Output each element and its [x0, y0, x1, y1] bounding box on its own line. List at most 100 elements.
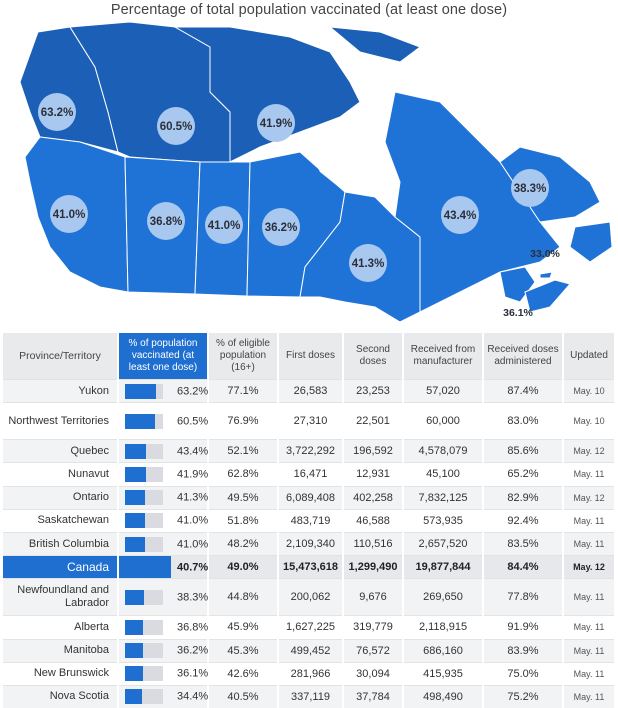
cell-received: 45,100 — [403, 463, 483, 486]
cell-first-doses: 6,089,408 — [278, 486, 343, 509]
pct-bar-track — [125, 513, 163, 528]
label-new-brunswick: 36.1% — [503, 307, 533, 319]
cell-administered: 85.6% — [483, 440, 563, 463]
cell-eligible: 44.8% — [208, 579, 278, 616]
cell-first-doses: 27,310 — [278, 403, 343, 440]
pct-bar-fill — [125, 689, 142, 704]
cell-second-doses: 76,572 — [343, 639, 403, 662]
cell-received: 57,020 — [403, 380, 483, 403]
pct-value: 60.5% — [177, 415, 208, 427]
cell-received: 269,650 — [403, 579, 483, 616]
cell-updated: May. 11 — [563, 662, 615, 685]
col-header-pct: % of population vaccinated (at least one… — [118, 333, 208, 380]
cell-second-doses: 319,779 — [343, 616, 403, 639]
cell-received: 415,935 — [403, 662, 483, 685]
pct-bar-fill — [125, 620, 143, 635]
cell-second-doses: 12,931 — [343, 463, 403, 486]
bubble-label-northwest-territories: 60.5% — [160, 121, 193, 133]
cell-received: 7,832,125 — [403, 486, 483, 509]
region-pei — [540, 272, 552, 278]
canada-map: 63.2%60.5%41.9%41.0%36.8%41.0%36.2%41.3%… — [0, 22, 618, 326]
cell-pct: 60.5% — [118, 403, 208, 440]
cell-received: 573,935 — [403, 509, 483, 532]
pct-value: 36.2% — [177, 645, 208, 657]
cell-first-doses: 200,062 — [278, 579, 343, 616]
cell-eligible: 77.1% — [208, 380, 278, 403]
cell-eligible: 51.8% — [208, 509, 278, 532]
cell-eligible: 49.0% — [208, 556, 278, 579]
pct-value: 36.8% — [177, 621, 208, 633]
cell-first-doses: 281,966 — [278, 662, 343, 685]
cell-second-doses: 196,592 — [343, 440, 403, 463]
pct-bar-track — [125, 643, 163, 658]
col-header-received: Received from manufacturer — [403, 333, 483, 380]
bubble-label-quebec: 43.4% — [444, 210, 477, 222]
cell-eligible: 76.9% — [208, 403, 278, 440]
cell-province: Northwest Territories — [3, 403, 118, 440]
cell-eligible: 45.3% — [208, 639, 278, 662]
cell-updated: May. 10 — [563, 403, 615, 440]
cell-province: Quebec — [3, 440, 118, 463]
col-header-first: First doses — [278, 333, 343, 380]
bubble-label-ontario: 41.3% — [352, 258, 385, 270]
cell-second-doses: 110,516 — [343, 532, 403, 555]
bubble-label-alberta: 36.8% — [150, 216, 183, 228]
pct-bar-fill — [125, 414, 155, 429]
cell-first-doses: 499,452 — [278, 639, 343, 662]
cell-eligible: 48.2% — [208, 532, 278, 555]
cell-updated: May. 12 — [563, 486, 615, 509]
cell-administered: 84.4% — [483, 556, 563, 579]
cell-administered: 91.9% — [483, 616, 563, 639]
label-prince-edward-island: 33.0% — [530, 248, 560, 260]
pct-value: 38.3% — [177, 591, 208, 603]
cell-pct: 63.2% — [118, 380, 208, 403]
bubble-label-saskatchewan: 41.0% — [208, 220, 241, 232]
cell-administered: 65.2% — [483, 463, 563, 486]
col-header-second: Second doses — [343, 333, 403, 380]
cell-updated: May. 11 — [563, 616, 615, 639]
pct-bar-fill — [125, 490, 145, 505]
cell-updated: May. 11 — [563, 579, 615, 616]
cell-administered: 77.8% — [483, 579, 563, 616]
col-header-province: Province/Territory — [3, 333, 118, 380]
pct-bar-track — [125, 490, 163, 505]
pct-value: 41.9% — [177, 468, 208, 480]
pct-value: 40.7% — [177, 561, 208, 573]
pct-value: 41.0% — [177, 538, 208, 550]
cell-province: Manitoba — [3, 639, 118, 662]
cell-pct: 43.4% — [118, 440, 208, 463]
cell-pct: 36.8% — [118, 616, 208, 639]
cell-eligible: 42.6% — [208, 662, 278, 685]
cell-administered: 83.0% — [483, 403, 563, 440]
pct-bar-fill — [125, 384, 156, 399]
bubble-label-yukon: 63.2% — [41, 107, 74, 119]
cell-second-doses: 23,253 — [343, 380, 403, 403]
cell-updated: May. 11 — [563, 509, 615, 532]
cell-first-doses: 2,109,340 — [278, 532, 343, 555]
map-title: Percentage of total population vaccinate… — [0, 2, 618, 18]
cell-administered: 87.4% — [483, 380, 563, 403]
pct-value: 41.3% — [177, 492, 208, 504]
cell-first-doses: 26,583 — [278, 380, 343, 403]
pct-bar-track — [125, 560, 163, 575]
cell-eligible: 45.9% — [208, 616, 278, 639]
cell-updated: May. 11 — [563, 463, 615, 486]
col-header-eligible: % of eligible population (16+) — [208, 333, 278, 380]
pct-value: 43.4% — [177, 445, 208, 457]
cell-province: New Brunswick — [3, 662, 118, 685]
pct-bar-fill — [125, 513, 145, 528]
cell-province: Newfoundland and Labrador — [3, 579, 118, 616]
cell-received: 19,877,844 — [403, 556, 483, 579]
pct-bar-track — [125, 689, 163, 704]
cell-first-doses: 483,719 — [278, 509, 343, 532]
pct-value: 36.1% — [177, 668, 208, 680]
